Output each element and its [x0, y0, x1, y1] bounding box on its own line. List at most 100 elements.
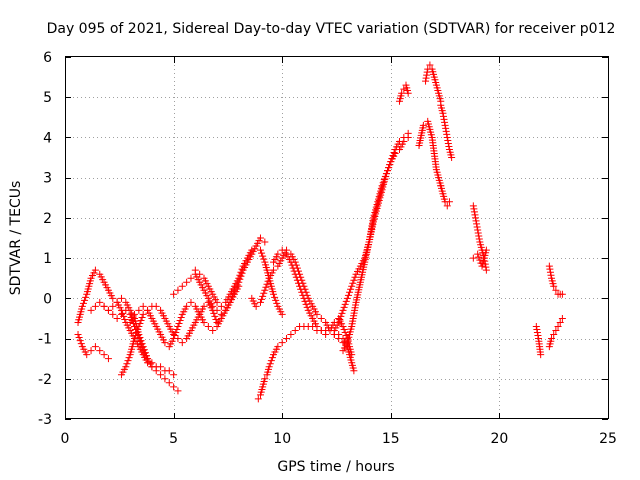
data-point — [278, 339, 286, 347]
y-tick-label: 4 — [43, 130, 52, 146]
data-point — [351, 273, 359, 281]
data-point — [212, 315, 220, 323]
data-point — [296, 282, 304, 290]
data-point — [100, 302, 108, 310]
data-point — [209, 327, 217, 335]
data-point — [533, 326, 541, 334]
data-point — [79, 299, 87, 307]
data-point — [554, 322, 562, 330]
data-point — [264, 277, 272, 285]
data-point — [104, 355, 112, 363]
x-tick-label: 25 — [599, 431, 617, 447]
data-point — [550, 331, 558, 339]
data-point — [270, 290, 278, 298]
data-point — [187, 274, 195, 282]
data-point — [256, 234, 264, 242]
data-point — [382, 170, 390, 178]
data-point — [235, 274, 243, 282]
data-point — [267, 357, 275, 365]
data-point — [558, 314, 566, 322]
y-tick-label: -3 — [38, 412, 52, 428]
data-point — [136, 338, 144, 346]
data-point — [177, 313, 185, 321]
data-point — [171, 332, 179, 340]
data-point — [210, 309, 218, 317]
data-point — [271, 293, 279, 301]
series-track-p — [422, 61, 445, 105]
data-point — [422, 77, 430, 85]
data-point — [135, 322, 143, 330]
data-point — [104, 306, 112, 314]
data-point — [135, 306, 143, 314]
data-point — [274, 343, 282, 351]
data-point — [136, 319, 144, 327]
data-point — [470, 205, 478, 213]
data-point — [440, 115, 448, 123]
data-point — [469, 202, 477, 210]
data-point — [291, 327, 299, 335]
data-point — [174, 286, 182, 294]
data-point — [379, 179, 387, 187]
data-point — [422, 74, 430, 82]
data-point — [381, 173, 389, 181]
data-point — [157, 371, 165, 379]
data-point — [473, 220, 481, 228]
data-point — [117, 294, 125, 302]
x-axis-label: GPS time / hours — [277, 459, 394, 475]
data-point — [260, 289, 268, 297]
data-point — [138, 313, 146, 321]
data-point — [139, 310, 147, 318]
data-point — [292, 273, 300, 281]
data-point — [175, 319, 183, 327]
data-point — [426, 61, 434, 69]
data-point — [441, 121, 449, 129]
data-point — [346, 288, 354, 296]
series-track-o — [415, 117, 445, 190]
data-point — [81, 296, 89, 304]
data-point — [470, 208, 478, 216]
data-point — [170, 383, 178, 391]
data-point — [138, 344, 146, 352]
data-point — [290, 267, 298, 275]
data-point — [537, 351, 545, 359]
data-point — [545, 262, 553, 270]
data-point — [348, 282, 356, 290]
series-track-r — [437, 182, 453, 210]
data-point — [482, 246, 490, 254]
data-point — [342, 297, 350, 305]
data-point — [173, 326, 181, 334]
data-point — [546, 265, 554, 273]
data-point — [442, 124, 450, 132]
data-point — [552, 327, 560, 335]
data-point — [256, 298, 264, 306]
data-point — [261, 286, 269, 294]
data-point — [109, 294, 117, 302]
data-point — [259, 292, 267, 300]
data-point — [297, 285, 305, 293]
data-point — [236, 271, 244, 279]
data-point — [144, 355, 152, 363]
data-point — [252, 302, 260, 310]
data-point — [474, 229, 482, 237]
x-tick-label: 10 — [273, 431, 291, 447]
data-point — [294, 279, 302, 287]
data-point — [256, 246, 264, 254]
series-track-u — [532, 322, 545, 359]
data-point — [546, 268, 554, 276]
data-point — [260, 255, 268, 263]
series-track-t — [469, 246, 490, 270]
y-tick-labels: -3 -2 -1 0 1 2 3 4 5 6 — [38, 50, 52, 428]
data-point — [385, 164, 393, 172]
data-point — [283, 335, 291, 343]
data-point — [386, 161, 394, 169]
data-point — [211, 312, 219, 320]
data-point — [299, 291, 307, 299]
data-point — [82, 293, 90, 301]
data-point — [309, 322, 317, 330]
data-point — [75, 334, 83, 342]
data-point — [482, 266, 490, 274]
data-point — [131, 310, 139, 318]
data-point — [400, 85, 408, 93]
data-point — [170, 371, 178, 379]
grid-lines — [65, 57, 608, 419]
